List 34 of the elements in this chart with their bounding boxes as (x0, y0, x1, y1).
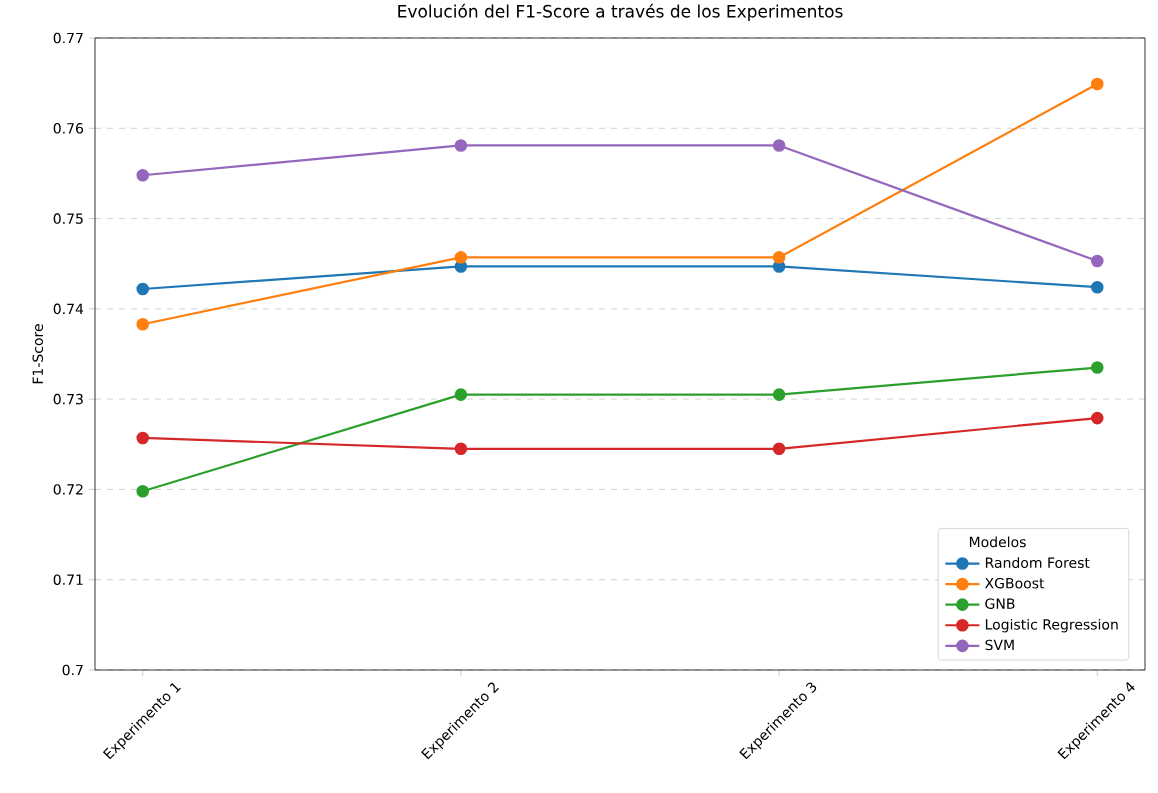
point (136, 282, 150, 296)
point (454, 139, 468, 152)
point (1090, 280, 1104, 294)
y-tick-label: 0.72 (53, 484, 83, 495)
legend-title: Modelos (969, 536, 1026, 548)
point (454, 388, 468, 401)
point (772, 139, 786, 152)
y-tick-label: 0.7 (62, 664, 83, 676)
y-tick-label: 0.76 (53, 123, 84, 134)
point (454, 251, 468, 264)
y-axis-title: F1-Score (32, 324, 44, 384)
y-tick-label: 0.75 (53, 213, 83, 224)
legend-label: SVM (985, 639, 1014, 651)
y-tick-label: 0.71 (53, 574, 83, 585)
legend-label: Logistic Regression (985, 618, 1118, 633)
point (1090, 361, 1104, 374)
point (772, 388, 786, 401)
y-tick-label: 0.74 (53, 303, 84, 315)
chart-title: Evolución del F1-Score a través de los Experimentos (398, 3, 843, 21)
point (1090, 411, 1104, 425)
point (1090, 254, 1104, 268)
point (772, 251, 786, 264)
y-tick-label: 0.73 (53, 393, 83, 405)
legend-label: XGBoost (984, 577, 1045, 589)
legend-label: Random Forest (985, 557, 1090, 568)
point (772, 442, 786, 456)
point (136, 431, 150, 445)
point (136, 317, 150, 331)
y-tick-label: 0.77 (53, 32, 83, 44)
point (136, 168, 150, 182)
point (1090, 77, 1104, 91)
legend-label: GNB (985, 598, 1015, 609)
point (136, 484, 150, 498)
point (454, 442, 468, 456)
